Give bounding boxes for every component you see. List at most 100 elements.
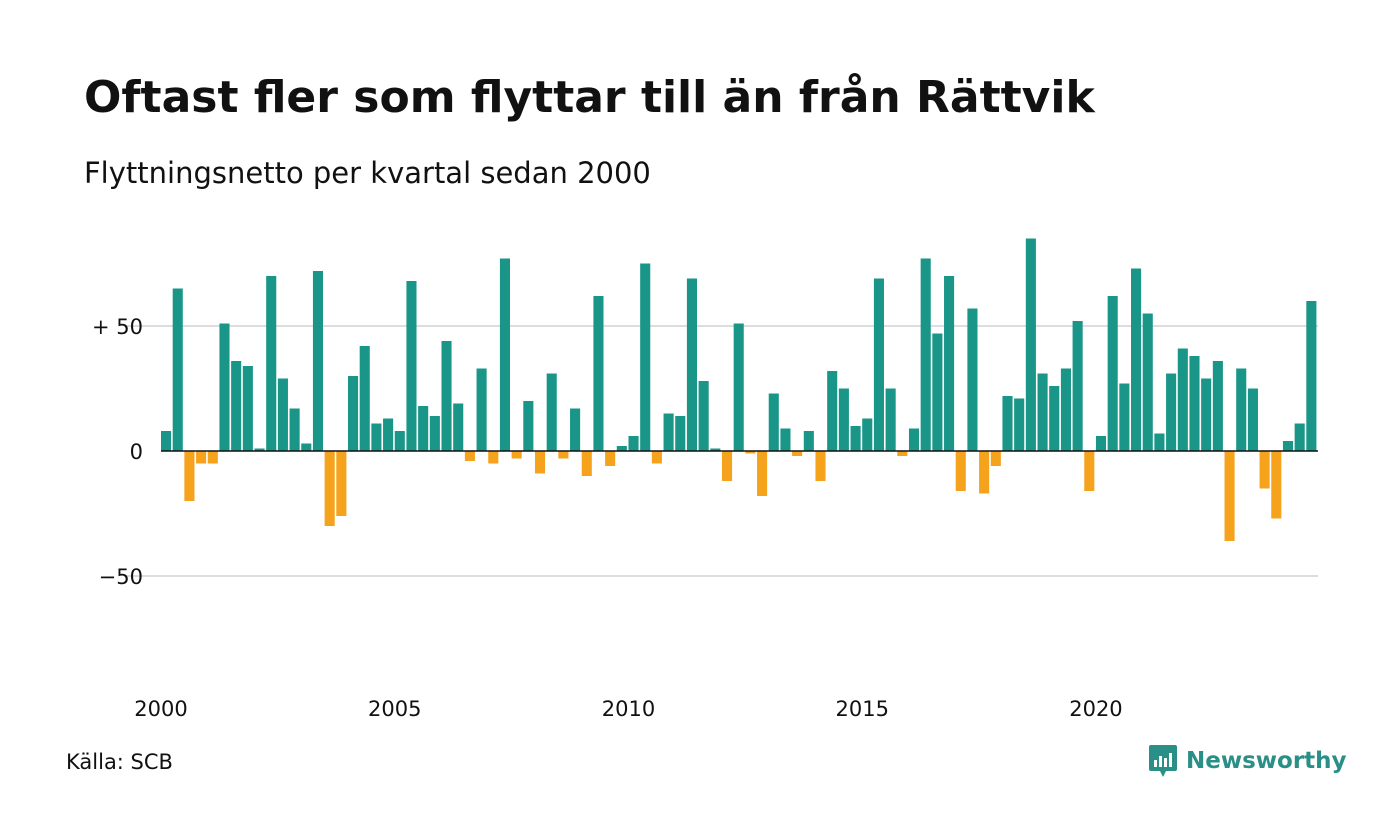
y-tick-label: + 50	[92, 315, 143, 339]
bar-2018K1	[1002, 396, 1013, 451]
bar-2023K4	[1271, 451, 1282, 519]
bar-2018K2	[1014, 398, 1025, 451]
bar-2022K2	[1201, 378, 1212, 451]
bar-2016K3	[932, 333, 943, 451]
axis-layer: + 50 0 −50 2000 2005 2010 2015 2020	[92, 315, 1318, 721]
bar-2012K2	[733, 323, 744, 451]
bar-2000K1	[161, 431, 172, 451]
bar-2014K4	[850, 426, 861, 451]
bar-2015K3	[885, 388, 896, 451]
y-tick-label: 0	[130, 440, 143, 464]
bar-2022K4	[1224, 451, 1235, 541]
bar-2004K4	[383, 418, 394, 451]
bar-2013K3	[792, 451, 803, 456]
bar-2003K1	[301, 443, 312, 451]
bar-2003K3	[324, 451, 335, 526]
chart-title: Oftast fler som flyttar till än från Rät…	[84, 72, 1095, 123]
bar-2023K1	[1236, 368, 1247, 451]
bar-2015K4	[897, 451, 908, 456]
bar-2019K2	[1060, 368, 1071, 451]
bar-2011K4	[710, 448, 721, 451]
bar-2023K3	[1259, 451, 1270, 489]
bar-2021K1	[1142, 313, 1153, 451]
bar-2021K3	[1166, 373, 1177, 451]
bar-2014K1	[815, 451, 826, 481]
bar-2001K2	[219, 323, 230, 451]
bar-2019K4	[1084, 451, 1095, 491]
bar-2005K2	[406, 281, 417, 451]
bar-2024K2	[1294, 423, 1305, 451]
bar-2016K4	[944, 276, 955, 451]
bar-2017K4	[990, 451, 1001, 466]
bar-2019K1	[1049, 386, 1060, 451]
bar-2000K2	[172, 288, 183, 451]
bar-2009K1	[581, 451, 592, 476]
bar-2021K2	[1154, 433, 1165, 451]
x-tick-label: 2005	[368, 697, 421, 721]
bar-2011K3	[698, 381, 709, 451]
bar-2007K3	[511, 451, 522, 459]
bar-2005K1	[394, 431, 405, 451]
bar-2019K3	[1072, 321, 1083, 451]
bar-2007K4	[523, 401, 534, 451]
bar-2012K4	[757, 451, 768, 496]
bar-2011K2	[686, 278, 697, 451]
bar-2020K1	[1095, 436, 1107, 451]
bar-2012K3	[745, 451, 756, 454]
brand-name: Newsworthy	[1186, 748, 1347, 774]
bar-2009K3	[605, 451, 616, 466]
bar-2017K3	[979, 451, 990, 494]
bar-2023K2	[1247, 388, 1258, 451]
bar-2002K1	[254, 448, 265, 451]
bar-2010K4	[663, 413, 674, 451]
x-tick-label: 2010	[602, 697, 655, 721]
bar-2007K1	[488, 451, 499, 464]
bar-2002K4	[289, 408, 300, 451]
bar-2024K1	[1282, 441, 1294, 451]
bar-2018K4	[1037, 373, 1048, 451]
bar-2004K2	[359, 346, 370, 451]
newsworthy-logo: Newsworthy	[1148, 744, 1347, 778]
bar-2001K4	[242, 366, 253, 451]
bar-2010K1	[628, 436, 639, 451]
y-tick-label: −50	[99, 565, 143, 589]
bar-2015K2	[873, 278, 884, 451]
bar-2016K2	[920, 258, 931, 451]
bar-2013K2	[780, 428, 791, 451]
grid-layer	[125, 325, 1318, 577]
bar-2008K1	[534, 451, 546, 474]
bar-2002K3	[277, 378, 288, 451]
bar-2021K4	[1177, 348, 1188, 451]
bar-2006K4	[476, 368, 487, 451]
bar-2013K4	[803, 431, 814, 451]
bar-2000K3	[184, 451, 195, 501]
bar-2014K2	[827, 371, 838, 451]
bar-2008K4	[570, 408, 581, 451]
bar-2024K3	[1306, 301, 1317, 451]
bar-layer	[161, 238, 1317, 541]
bar-2020K3	[1119, 383, 1130, 451]
bar-2012K1	[721, 451, 733, 481]
bar-chart: + 50 0 −50 2000 2005 2010 2015 2020	[92, 238, 1318, 721]
bar-2006K2	[453, 403, 464, 451]
x-tick-label: 2015	[835, 697, 888, 721]
bar-2008K2	[546, 373, 557, 451]
x-tick-label: 2020	[1069, 697, 1122, 721]
bar-2001K3	[231, 361, 242, 451]
bar-2002K2	[266, 276, 277, 451]
bar-2018K3	[1025, 238, 1036, 451]
bar-2003K4	[336, 451, 347, 516]
x-tick-label: 2000	[134, 697, 187, 721]
bar-2014K3	[838, 388, 849, 451]
bar-2001K1	[207, 451, 218, 464]
bar-2013K1	[768, 393, 779, 451]
bar-2006K3	[464, 451, 475, 461]
bar-2007K2	[499, 258, 511, 451]
bar-2022K1	[1189, 356, 1200, 451]
bar-2020K2	[1107, 296, 1118, 451]
bar-2000K4	[196, 451, 207, 464]
bar-2017K2	[967, 308, 978, 451]
bar-2004K1	[347, 376, 359, 451]
source-label: Källa: SCB	[66, 750, 173, 774]
bar-2010K2	[640, 263, 651, 451]
